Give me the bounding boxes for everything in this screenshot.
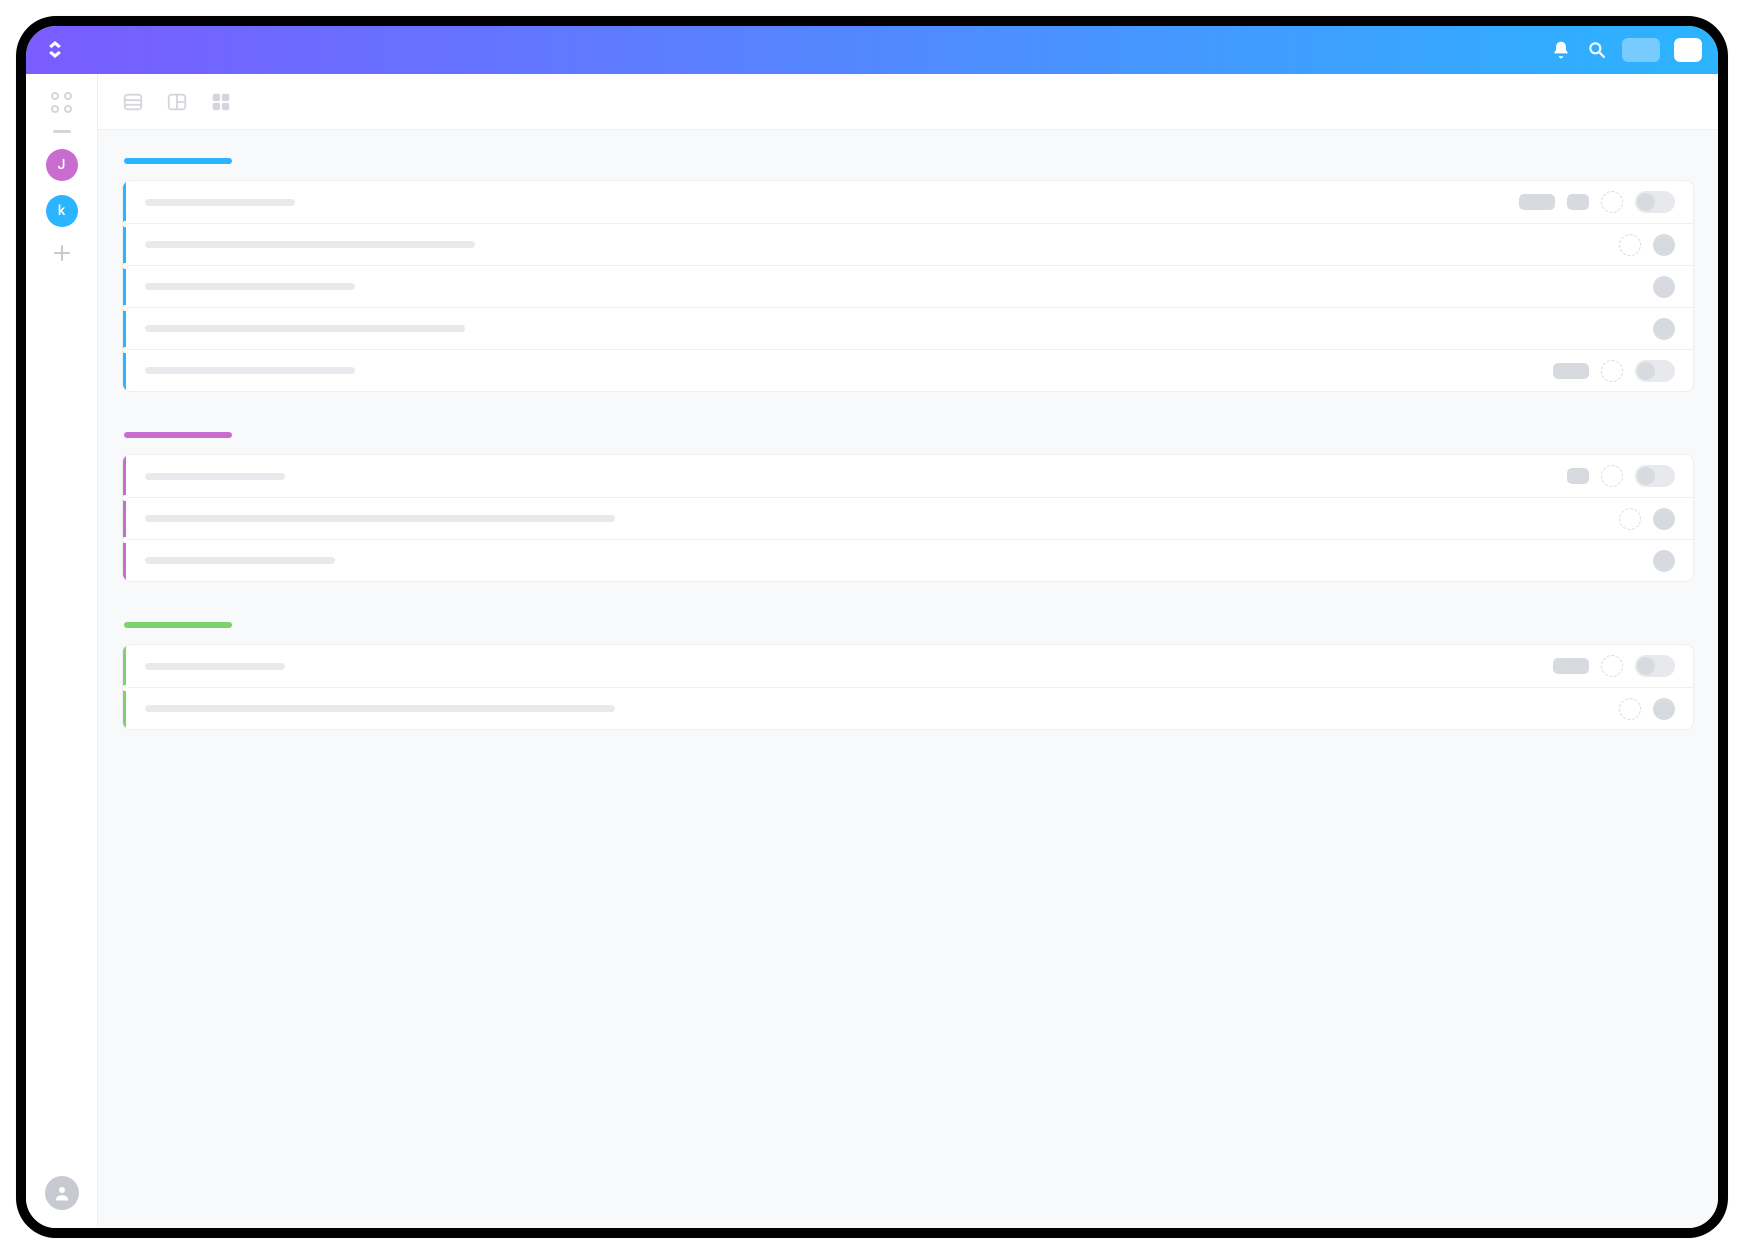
assignee-avatar[interactable]: [1653, 698, 1675, 720]
task-title: [145, 473, 285, 480]
row-accent: [123, 224, 126, 265]
task-row[interactable]: [123, 645, 1693, 687]
row-actions: [1567, 465, 1675, 487]
task-tag[interactable]: [1567, 468, 1589, 484]
task-rows: [122, 644, 1694, 730]
assignee-placeholder-icon[interactable]: [1601, 465, 1623, 487]
app-window: Jk: [16, 16, 1728, 1238]
row-accent: [123, 350, 126, 391]
row-actions: [1553, 655, 1675, 677]
assignee-avatar[interactable]: [1653, 318, 1675, 340]
row-actions: [1653, 318, 1675, 340]
task-rows: [122, 454, 1694, 582]
workspace-avatar[interactable]: k: [46, 195, 78, 227]
task-list-content: [98, 130, 1718, 1228]
view-toolbar: [98, 74, 1718, 130]
assignee-placeholder-icon[interactable]: [1601, 655, 1623, 677]
assignee-placeholder-icon[interactable]: [1601, 360, 1623, 382]
assignee-avatar[interactable]: [1653, 276, 1675, 298]
main-area: [98, 74, 1718, 1228]
row-accent: [123, 266, 126, 307]
task-row[interactable]: [123, 687, 1693, 729]
task-row[interactable]: [123, 349, 1693, 391]
profile-button[interactable]: [45, 1176, 79, 1210]
task-tag[interactable]: [1567, 194, 1589, 210]
search-icon[interactable]: [1586, 39, 1608, 61]
task-title: [145, 241, 475, 248]
task-toggle[interactable]: [1635, 465, 1675, 487]
task-title: [145, 663, 285, 670]
task-row[interactable]: [123, 307, 1693, 349]
box-view-icon[interactable]: [210, 91, 232, 113]
sidebar: Jk: [26, 74, 98, 1228]
task-group: [122, 158, 1694, 392]
task-tag[interactable]: [1553, 363, 1589, 379]
task-group: [122, 432, 1694, 582]
task-title: [145, 557, 335, 564]
row-accent: [123, 308, 126, 349]
task-row[interactable]: [123, 455, 1693, 497]
task-title: [145, 367, 355, 374]
task-title: [145, 705, 615, 712]
apps-icon[interactable]: [51, 92, 73, 114]
task-tag[interactable]: [1519, 194, 1555, 210]
task-title: [145, 283, 355, 290]
task-title: [145, 515, 615, 522]
task-row[interactable]: [123, 497, 1693, 539]
group-header[interactable]: [124, 432, 232, 438]
task-toggle[interactable]: [1635, 191, 1675, 213]
row-actions: [1553, 360, 1675, 382]
row-actions: [1619, 698, 1675, 720]
assignee-placeholder-icon[interactable]: [1601, 191, 1623, 213]
task-title: [145, 199, 295, 206]
task-row[interactable]: [123, 181, 1693, 223]
add-workspace-button[interactable]: [52, 243, 72, 263]
assignee-avatar[interactable]: [1653, 234, 1675, 256]
row-accent: [123, 645, 126, 687]
top-bar: [26, 26, 1718, 74]
task-toggle[interactable]: [1635, 655, 1675, 677]
task-row[interactable]: [123, 265, 1693, 307]
row-actions: [1653, 276, 1675, 298]
board-view-icon[interactable]: [166, 91, 188, 113]
task-toggle[interactable]: [1635, 360, 1675, 382]
task-title: [145, 325, 465, 332]
notifications-icon[interactable]: [1550, 39, 1572, 61]
row-accent: [123, 498, 126, 539]
assignee-avatar[interactable]: [1653, 550, 1675, 572]
workspace-avatar[interactable]: J: [46, 149, 78, 181]
row-accent: [123, 540, 126, 581]
topbar-action-1[interactable]: [1622, 38, 1660, 62]
task-group: [122, 622, 1694, 730]
assignee-avatar[interactable]: [1653, 508, 1675, 530]
app-logo[interactable]: [42, 37, 68, 63]
assignee-placeholder-icon[interactable]: [1619, 508, 1641, 530]
group-header[interactable]: [124, 622, 232, 628]
row-accent: [123, 181, 126, 223]
row-actions: [1619, 508, 1675, 530]
topbar-action-2[interactable]: [1674, 38, 1702, 62]
task-rows: [122, 180, 1694, 392]
assignee-placeholder-icon[interactable]: [1619, 698, 1641, 720]
assignee-placeholder-icon[interactable]: [1619, 234, 1641, 256]
task-row[interactable]: [123, 539, 1693, 581]
row-accent: [123, 455, 126, 497]
row-accent: [123, 688, 126, 729]
task-tag[interactable]: [1553, 658, 1589, 674]
task-row[interactable]: [123, 223, 1693, 265]
row-actions: [1653, 550, 1675, 572]
sidebar-divider: [53, 130, 71, 133]
list-view-icon[interactable]: [122, 91, 144, 113]
row-actions: [1619, 234, 1675, 256]
row-actions: [1519, 191, 1675, 213]
group-header[interactable]: [124, 158, 232, 164]
